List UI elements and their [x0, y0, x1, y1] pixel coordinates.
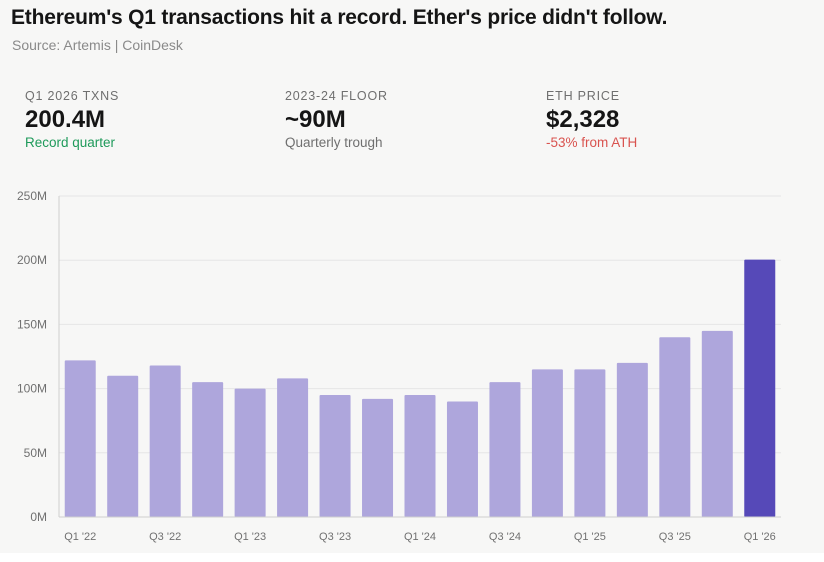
y-tick-label: 50M	[24, 446, 47, 460]
stat-note: Quarterly trough	[285, 135, 383, 150]
x-tick-label: Q3 '22	[149, 531, 181, 543]
bar	[489, 382, 521, 517]
bar	[531, 369, 563, 517]
stat-value: 200.4M	[25, 106, 106, 133]
x-tick-label: Q1 '26	[744, 531, 776, 543]
x-tick-label: Q3 '23	[319, 531, 351, 543]
x-tick-label: Q1 '22	[64, 531, 96, 543]
x-tick-label: Q3 '24	[489, 531, 521, 543]
y-tick-label: 250M	[17, 189, 47, 203]
bar	[616, 362, 648, 517]
bar-highlight	[744, 259, 776, 517]
bar	[64, 360, 96, 517]
x-tick-label: Q1 '24	[404, 531, 436, 543]
bar	[446, 401, 478, 517]
stat-label: ETH PRICE	[546, 89, 620, 103]
x-tick-label: Q1 '23	[234, 531, 266, 543]
bar	[701, 330, 733, 517]
y-tick-label: 100M	[17, 382, 47, 396]
bar	[659, 337, 691, 517]
bar	[234, 388, 266, 517]
stat-label: Q1 2026 TXNS	[25, 89, 120, 103]
stat-note: -53% from ATH	[546, 135, 638, 150]
stat-value: ~90M	[285, 106, 346, 133]
stat-note: Record quarter	[25, 135, 116, 150]
source-caption: Source: Artemis | CoinDesk	[12, 37, 183, 53]
y-tick-label: 200M	[17, 253, 47, 267]
y-tick-label: 150M	[17, 317, 47, 331]
x-tick-label: Q1 '25	[574, 531, 606, 543]
y-tick-label: 0M	[30, 510, 47, 524]
stat-eth-price: ETH PRICE $2,328 -53% from ATH	[546, 89, 637, 150]
bar	[277, 378, 309, 517]
bar-chart: 0M 50M 100M 150M 200M 250M Q1 '22 Q3 '22 Q1 '23 Q…	[17, 189, 781, 543]
bar	[192, 382, 224, 517]
bar	[404, 395, 436, 517]
x-tick-label: Q3 '25	[659, 531, 691, 543]
bar	[107, 375, 139, 517]
bar	[574, 369, 606, 517]
stat-value: $2,328	[546, 106, 620, 133]
bar	[149, 365, 181, 517]
stat-q1-txns: Q1 2026 TXNS 200.4M Record quarter	[25, 89, 119, 150]
bar	[362, 398, 394, 517]
stat-floor: 2023-24 FLOOR ~90M Quarterly trough	[285, 89, 388, 150]
stat-label: 2023-24 FLOOR	[285, 89, 388, 103]
bar	[319, 395, 351, 517]
page-title: Ethereum's Q1 transactions hit a record.…	[11, 6, 668, 29]
